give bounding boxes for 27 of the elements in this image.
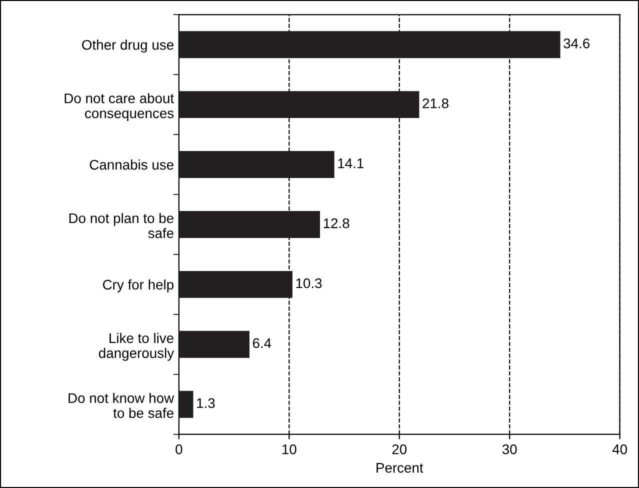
- data-label: 10.3: [296, 278, 322, 288]
- bar: [178, 270, 292, 298]
- bar: [178, 91, 420, 118]
- y-tick-label: Cannabis use: [90, 159, 174, 170]
- data-label: 1.3: [197, 398, 215, 408]
- bar: [178, 330, 250, 358]
- bar: [178, 151, 334, 178]
- data-label: 6.4: [252, 338, 272, 348]
- x-axis-title: Percent: [376, 463, 424, 473]
- y-tick-label: Do not care about consequences: [64, 93, 174, 121]
- data-label: 12.8: [324, 218, 350, 228]
- bar: [178, 390, 194, 418]
- data-label: 21.8: [422, 98, 448, 108]
- y-tick-label: Cry for help: [102, 279, 174, 292]
- data-label: 14.1: [338, 158, 364, 168]
- bar: [178, 210, 320, 238]
- y-tick-label: Do not know how to be safe: [68, 392, 174, 418]
- y-tick-label: Other drug use: [82, 40, 174, 53]
- x-tick-label: 10: [282, 444, 296, 454]
- x-tick-label: 20: [392, 444, 407, 454]
- bar: [178, 31, 560, 58]
- x-tick-label: 0: [176, 444, 182, 454]
- y-tick-label: Like to live dangerously: [98, 332, 174, 361]
- x-tick-label: 30: [502, 444, 517, 454]
- data-label: 34.6: [564, 38, 590, 48]
- y-tick-label: Do not plan to be safe: [69, 212, 174, 238]
- x-tick-label: 40: [612, 444, 628, 454]
